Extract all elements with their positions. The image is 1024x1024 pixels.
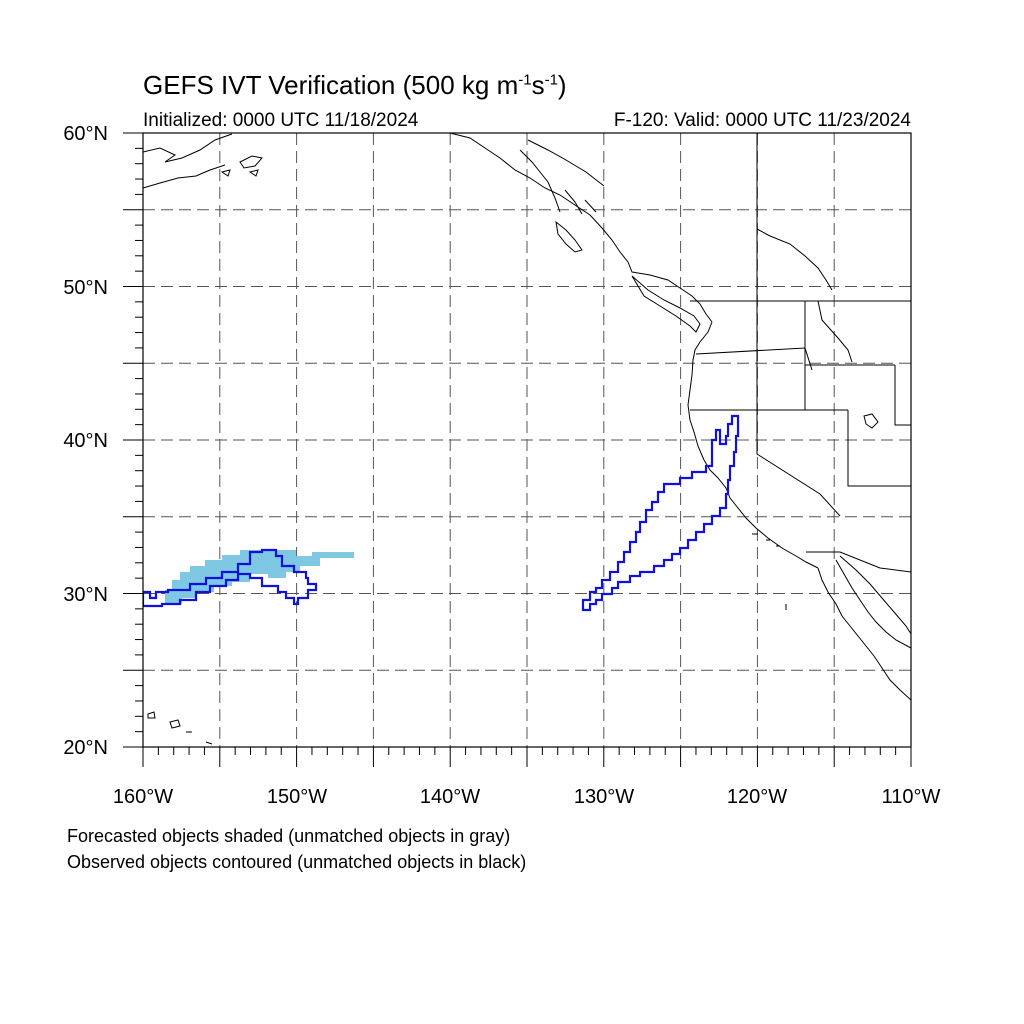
axis-ticks — [123, 132, 912, 767]
map-title-sup2: -1 — [544, 71, 558, 89]
lat-label-40: 40°N — [63, 430, 108, 452]
map-frame — [142, 132, 912, 748]
map-title-mid: s — [531, 70, 545, 100]
map-title: GEFS IVT Verification (500 kg m-1s-1) — [143, 70, 567, 101]
lon-label-110w: 110°W — [881, 786, 941, 808]
forecast-shaded-object — [165, 550, 354, 604]
lon-label-130w: 130°W — [573, 786, 635, 808]
graticule — [143, 133, 911, 747]
lon-label-150w: 150°W — [266, 786, 328, 808]
lat-label-60: 60°N — [63, 123, 108, 145]
valid-time-label: F-120: Valid: 0000 UTC 11/23/2024 — [613, 110, 911, 131]
legend-forecast-note: Forecasted objects shaded (unmatched obj… — [67, 826, 511, 846]
lon-label-140w: 140°W — [419, 786, 481, 808]
initialized-label: Initialized: 0000 UTC 11/18/2024 — [143, 110, 419, 131]
lat-label-30: 30°N — [63, 584, 108, 606]
lon-label-160w: 160°W — [112, 786, 174, 808]
map-title-end: ) — [557, 70, 567, 100]
legend-observed-note: Observed objects contoured (unmatched ob… — [67, 852, 527, 872]
coastlines-and-borders — [143, 133, 911, 745]
lat-label-20: 20°N — [63, 737, 108, 759]
lat-label-50: 50°N — [63, 277, 108, 299]
map-title-sup1: -1 — [518, 71, 532, 89]
observed-contour-object — [143, 414, 740, 612]
lon-label-120w: 120°W — [726, 786, 788, 808]
map-title-text: GEFS IVT Verification (500 kg m — [143, 70, 519, 100]
